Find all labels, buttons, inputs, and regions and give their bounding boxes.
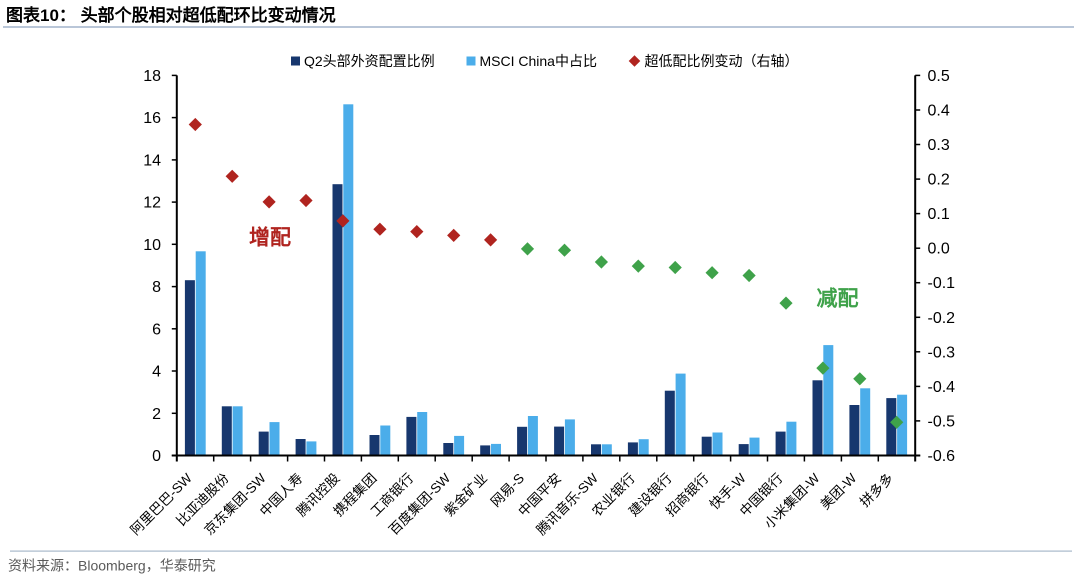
svg-text:16: 16: [143, 110, 161, 127]
svg-text:0.5: 0.5: [928, 68, 950, 85]
svg-text:18: 18: [143, 68, 161, 85]
svg-text:-0.4: -0.4: [928, 379, 956, 396]
svg-text:12: 12: [143, 195, 161, 212]
svg-text:-0.6: -0.6: [928, 448, 956, 465]
svg-text:-0.1: -0.1: [928, 275, 956, 292]
svg-text:2: 2: [152, 406, 161, 423]
svg-text:资料来源：Bloomberg，华泰研究: 资料来源：Bloomberg，华泰研究: [8, 558, 216, 574]
svg-text:0: 0: [152, 448, 161, 465]
svg-text:8: 8: [152, 279, 161, 296]
svg-text:0.1: 0.1: [928, 206, 950, 223]
svg-text:10: 10: [143, 237, 161, 254]
svg-text:6: 6: [152, 321, 161, 338]
svg-text:超低配比例变动（右轴）: 超低配比例变动（右轴）: [645, 53, 799, 69]
svg-text:图表10： 头部个股相对超低配环比变动情况: 图表10： 头部个股相对超低配环比变动情况: [6, 5, 336, 25]
svg-text:-0.2: -0.2: [928, 310, 956, 327]
svg-text:-0.5: -0.5: [928, 413, 956, 430]
svg-text:减配: 减配: [817, 287, 859, 311]
svg-text:0.3: 0.3: [928, 137, 950, 154]
svg-text:14: 14: [143, 152, 161, 169]
svg-text:4: 4: [152, 364, 161, 381]
svg-text:0.0: 0.0: [928, 241, 950, 258]
svg-text:0.4: 0.4: [928, 103, 950, 120]
svg-text:增配: 增配: [249, 226, 291, 250]
svg-text:0.2: 0.2: [928, 172, 950, 189]
svg-text:-0.3: -0.3: [928, 344, 956, 361]
svg-text:MSCI China中占比: MSCI China中占比: [480, 53, 597, 69]
svg-text:Q2头部外资配置比例: Q2头部外资配置比例: [304, 53, 435, 69]
